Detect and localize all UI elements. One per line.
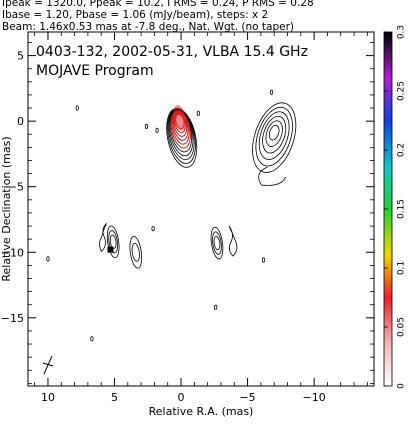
map-subtitle: MOJAVE Program [36,63,154,79]
jet-component-contour [131,242,140,262]
header-line-beam: Beam: 1.46x0.53 mas at -7.8 deg., Nat. W… [2,21,295,33]
noise-contour [214,304,218,310]
jet-component-contour [210,226,224,260]
colorbar-tick-label: 0.3 [397,25,407,39]
x-tick-label: −5 [239,391,255,404]
noise-contour [196,110,200,116]
contour-layer [42,89,297,375]
noise-contour [155,127,159,133]
y-tick-label: 0 [17,115,24,128]
colorbar-tick-label: 0.15 [397,199,407,219]
jet-component-contour [106,225,120,259]
y-tick-labels: 5 0 −5 −10 −15 [1,50,24,325]
noise-contour [46,256,50,262]
y-tick-label: −5 [8,181,24,194]
header-line-levels: Ibase = 1.20, Pbase = 1.06 (mJy/beam), s… [2,9,269,21]
colorbar-tick-label: 0.1 [397,261,407,275]
jet-component-contour [212,231,222,255]
x-tick-label: −10 [303,391,326,404]
outer-contour [258,166,286,186]
jet-component-contour [129,236,143,269]
colorbar-tick-label: 0 [397,383,407,389]
plot-frame [27,31,375,387]
jet-component-contour [262,115,287,154]
jet-component-contour [268,124,280,141]
noise-contour [261,257,266,263]
noise-contour [90,336,94,342]
y-tick-label: 5 [17,50,24,63]
colorbar-tick-label: 0.2 [397,143,407,157]
colorbar-ticks: 0 0.05 0.1 0.15 0.2 0.25 0.3 [384,25,407,389]
dense-contour-cluster [107,246,114,253]
map-title: 0403-132, 2002-05-31, VLBA 15.4 GHz [36,44,308,60]
core-polarization-fill [173,105,187,131]
outer-contour [228,225,238,257]
noise-contour [75,105,79,111]
x-tick-label: 10 [41,391,55,404]
axis-ticks [28,32,374,386]
noise-contour [144,123,149,130]
jet-component-contour [108,230,118,254]
x-tick-label: 5 [111,391,118,404]
noise-contour [269,89,274,95]
jet-component-contour [258,111,290,160]
x-axis-label: Relative R.A. (mas) [149,405,254,418]
colorbar-tick-label: 0.25 [397,81,407,101]
jet-component-contour [213,236,221,251]
jet-component-contour [265,120,283,147]
y-axis-label: Relative Declination (mas) [0,136,13,281]
x-tick-labels: 10 5 0 −5 −10 [41,391,326,404]
map-header: Ipeak = 1320.0, Ppeak = 10.2, I RMS = 0.… [2,0,407,33]
noise-contour [151,226,155,232]
y-tick-label: −15 [1,312,24,325]
jet-component-contour [252,102,297,173]
colorbar-tick-label: 0.05 [397,317,407,337]
x-tick-label: 0 [178,391,185,404]
y-tick-label: −10 [1,246,24,259]
jet-component-contour [255,106,293,167]
jet-component-contour [109,234,117,249]
header-line-stats: Ipeak = 1320.0, Ppeak = 10.2, I RMS = 0.… [2,0,314,9]
beam-minor-axis [42,362,54,367]
outer-contour [99,223,107,253]
